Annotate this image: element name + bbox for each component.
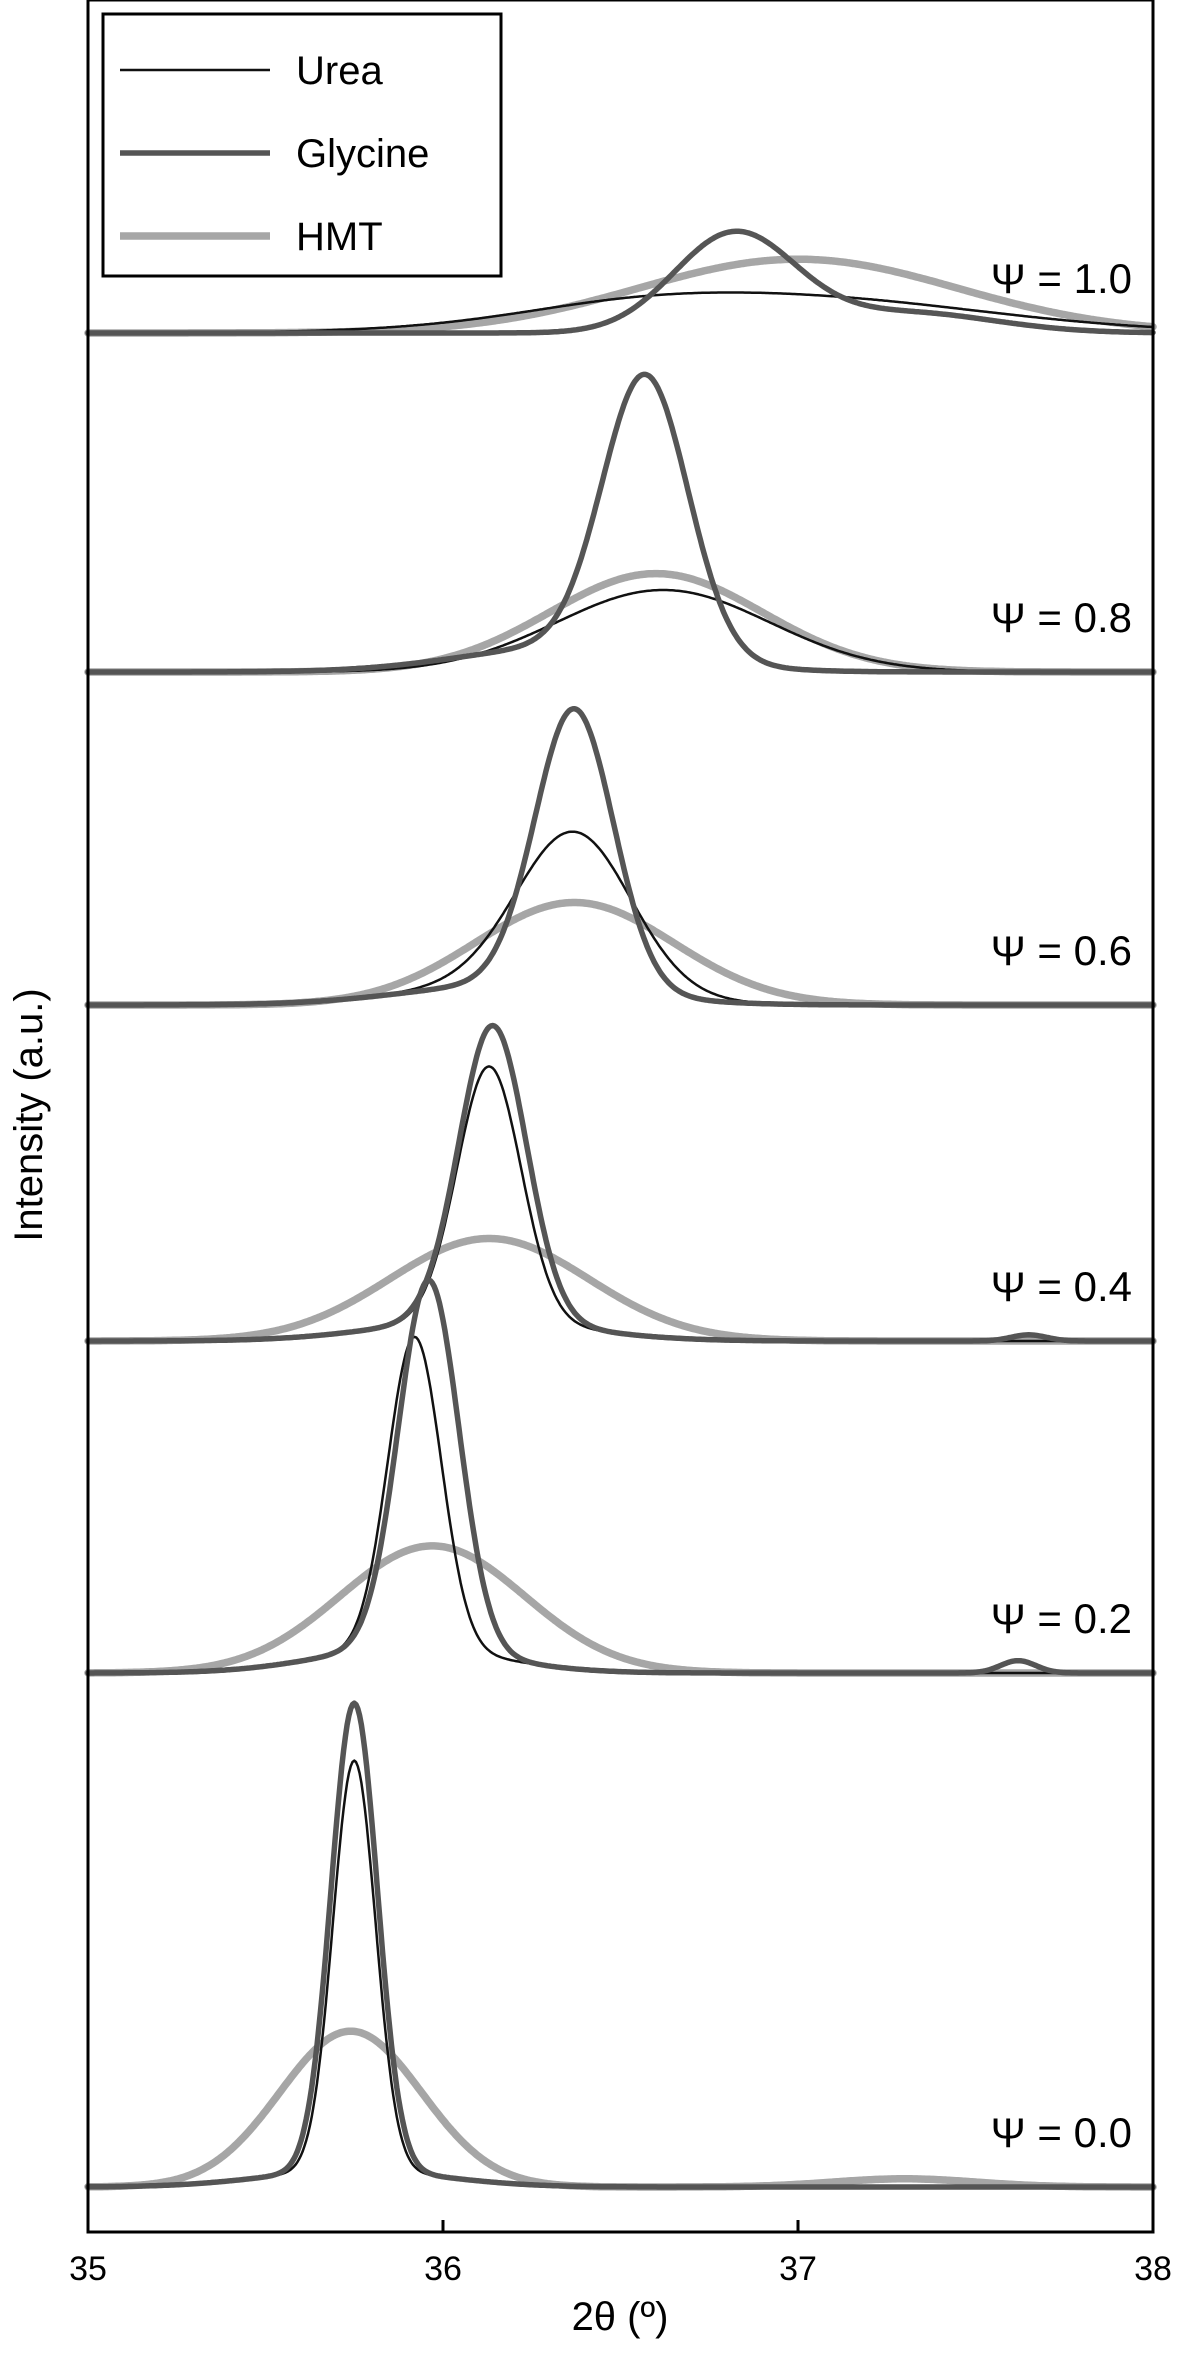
- panel-label: Ψ = 0.4: [991, 1263, 1132, 1310]
- panel-label: Ψ = 0.8: [991, 594, 1132, 641]
- panel-1: [84, 228, 1157, 337]
- legend: Urea Glycine HMT: [101, 12, 503, 278]
- panel-6: [84, 1700, 1157, 2191]
- series-line-glycine: [85, 228, 1156, 336]
- series-line-glycine: [85, 705, 1156, 1008]
- legend-label-urea: Urea: [296, 49, 383, 93]
- panel-label: Ψ = 0.2: [991, 1595, 1132, 1642]
- x-tick-label: 38: [1134, 2250, 1172, 2288]
- x-tick-label: 35: [69, 2250, 107, 2288]
- x-tick-label: 37: [779, 2250, 817, 2288]
- legend-label-hmt: HMT: [296, 215, 383, 259]
- panel-label: Ψ = 1.0: [991, 255, 1132, 302]
- series-layer: [84, 228, 1157, 2191]
- series-line-glycine: [85, 1277, 1156, 1676]
- panel-2: [84, 371, 1157, 676]
- series-line-glycine: [85, 371, 1156, 675]
- x-axis-label: 2θ (º): [572, 2295, 669, 2339]
- y-axis-label: Intensity (a.u.): [7, 988, 51, 1241]
- series-line-glycine: [85, 1022, 1156, 1344]
- x-axis: 35 36 37 38: [69, 2220, 1172, 2288]
- legend-label-glycine: Glycine: [296, 132, 429, 176]
- series-line-glycine: [85, 1700, 1156, 2190]
- panel-5: [84, 1277, 1157, 1677]
- panel-3: [84, 705, 1157, 1009]
- panel-label: Ψ = 0.0: [991, 2109, 1132, 2156]
- plot-frame: [86, 0, 1155, 2234]
- panel-4: [84, 1022, 1157, 1345]
- panel-label-layer: Ψ = 1.0 Ψ = 0.8 Ψ = 0.6 Ψ = 0.4 Ψ = 0.2 Ψ = 0…: [991, 255, 1132, 2156]
- x-tick-label: 36: [424, 2250, 462, 2288]
- panel-label: Ψ = 0.6: [991, 927, 1132, 974]
